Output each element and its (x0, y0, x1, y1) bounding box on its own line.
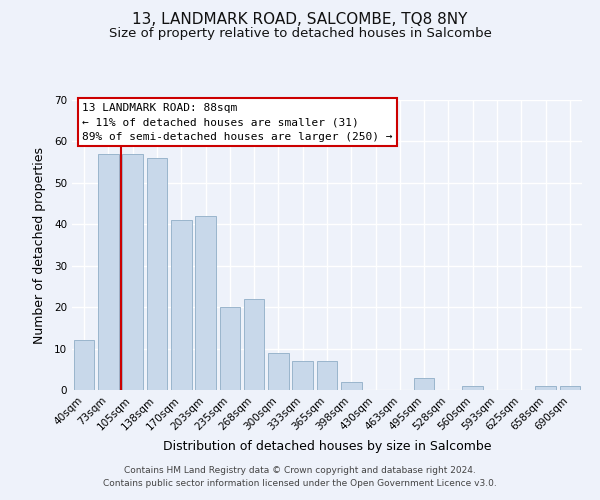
Bar (463, 386, 483, 390)
Bar (195, 216, 216, 390)
Bar (292, 361, 313, 390)
Bar (171, 220, 191, 390)
Bar (98, 154, 119, 390)
Bar (146, 158, 167, 390)
Bar (535, 386, 556, 390)
X-axis label: Distribution of detached houses by size in Salcombe: Distribution of detached houses by size … (163, 440, 491, 453)
Text: 13 LANDMARK ROAD: 88sqm
← 11% of detached houses are smaller (31)
89% of semi-de: 13 LANDMARK ROAD: 88sqm ← 11% of detache… (82, 103, 392, 142)
Bar (122, 154, 143, 390)
Text: Contains HM Land Registry data © Crown copyright and database right 2024.
Contai: Contains HM Land Registry data © Crown c… (103, 466, 497, 487)
Y-axis label: Number of detached properties: Number of detached properties (32, 146, 46, 344)
Bar (414, 378, 434, 390)
Bar (560, 386, 580, 390)
Text: 13, LANDMARK ROAD, SALCOMBE, TQ8 8NY: 13, LANDMARK ROAD, SALCOMBE, TQ8 8NY (133, 12, 467, 28)
Bar (74, 340, 94, 390)
Bar (244, 299, 265, 390)
Bar (220, 307, 240, 390)
Bar (317, 361, 337, 390)
Bar (268, 352, 289, 390)
Text: Size of property relative to detached houses in Salcombe: Size of property relative to detached ho… (109, 28, 491, 40)
Bar (341, 382, 362, 390)
